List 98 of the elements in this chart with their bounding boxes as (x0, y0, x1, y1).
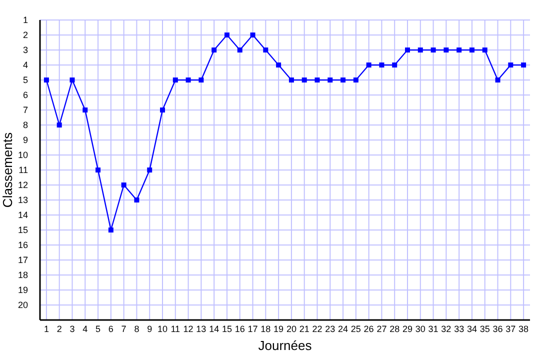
point (212, 48, 217, 52)
point (237, 48, 242, 52)
point (56, 122, 62, 128)
x-tick-label: 27 (376, 324, 387, 334)
x-tick-label: 29 (402, 324, 413, 334)
y-tick-label: 14 (18, 210, 28, 220)
x-axis-title: Journées (258, 338, 312, 353)
point (314, 78, 320, 82)
y-tick-label: 17 (18, 255, 28, 265)
point (147, 168, 152, 172)
point (521, 62, 526, 68)
x-tick-label: 34 (466, 324, 477, 334)
y-tick-label: 12 (18, 180, 28, 190)
point (508, 62, 514, 68)
point (134, 198, 140, 202)
x-tick-label: 21 (299, 324, 310, 334)
y-tick-label: 11 (18, 165, 28, 175)
x-tick-label: 30 (415, 324, 426, 334)
x-tick-label: 16 (234, 324, 245, 334)
y-tick-label: 19 (18, 285, 28, 295)
y-tick-label: 2 (22, 30, 28, 40)
point (82, 108, 88, 112)
y-tick-label: 9 (22, 135, 28, 145)
point (224, 32, 230, 38)
point (482, 48, 488, 52)
point (121, 182, 126, 188)
x-tick-label: 22 (312, 324, 322, 334)
point (469, 48, 474, 52)
x-tick-label: 14 (209, 324, 220, 334)
point (444, 48, 449, 52)
point (250, 32, 256, 38)
point (302, 78, 307, 82)
x-tick-label: 32 (441, 324, 452, 334)
x-tick-label: 33 (454, 324, 464, 334)
y-tick-label: 18 (18, 270, 28, 280)
x-tick-label: 12 (183, 324, 194, 334)
x-tick-label: 7 (121, 324, 126, 334)
x-tick-label: 6 (108, 324, 114, 334)
point (392, 62, 398, 68)
point (366, 62, 372, 68)
point (160, 108, 165, 112)
y-tick-label: 1 (22, 15, 28, 25)
point (418, 48, 423, 52)
point (276, 62, 282, 68)
x-tick-label: 10 (157, 324, 168, 334)
point (172, 78, 178, 82)
x-tick-label: 4 (82, 324, 88, 334)
point (379, 62, 384, 68)
point (186, 78, 191, 82)
x-tick-label: 9 (147, 324, 152, 334)
x-tick-label: 19 (274, 324, 284, 334)
y-tick-label: 3 (22, 45, 28, 55)
point (495, 78, 500, 82)
point (96, 168, 101, 172)
y-tick-label: 20 (18, 300, 28, 310)
point (288, 78, 294, 82)
y-tick-label: 15 (18, 225, 28, 235)
x-tick-label: 11 (170, 324, 180, 334)
x-tick-label: 17 (248, 324, 258, 334)
x-tick-label: 26 (364, 324, 374, 334)
x-tick-label: 25 (350, 324, 361, 334)
x-tick-label: 35 (480, 324, 490, 334)
y-axis-title: Classements (0, 132, 15, 208)
x-tick-label: 2 (56, 324, 62, 334)
x-tick-label: 36 (492, 324, 503, 334)
point (108, 228, 114, 232)
y-tick-label: 5 (22, 75, 28, 85)
x-tick-label: 5 (96, 324, 101, 334)
y-tick-label: 10 (18, 150, 28, 160)
point (328, 78, 333, 82)
y-tick-label: 16 (18, 240, 28, 250)
point (263, 48, 268, 52)
x-tick-label: 24 (338, 324, 348, 334)
x-tick-label: 37 (506, 324, 516, 334)
y-tick-label: 6 (22, 90, 28, 100)
x-tick-label: 28 (390, 324, 400, 334)
x-tick-label: 20 (286, 324, 296, 334)
y-tick-label: 4 (22, 60, 28, 70)
point (70, 78, 75, 82)
point (44, 78, 49, 82)
x-tick-label: 15 (222, 324, 232, 334)
point (456, 48, 462, 52)
point (430, 48, 436, 52)
point (198, 78, 204, 82)
x-tick-label: 18 (260, 324, 271, 334)
x-tick-label: 3 (70, 324, 75, 334)
y-tick-label: 13 (18, 195, 28, 205)
y-tick-label: 7 (22, 105, 28, 115)
x-tick-label: 38 (518, 324, 529, 334)
point (340, 78, 346, 82)
x-tick-label: 13 (196, 324, 206, 334)
x-tick-label: 8 (134, 324, 140, 334)
point (353, 78, 358, 82)
y-tick-label: 8 (22, 120, 28, 130)
x-tick-label: 23 (325, 324, 336, 334)
x-tick-label: 31 (428, 324, 438, 334)
point (405, 48, 410, 52)
x-tick-label: 1 (44, 324, 49, 334)
